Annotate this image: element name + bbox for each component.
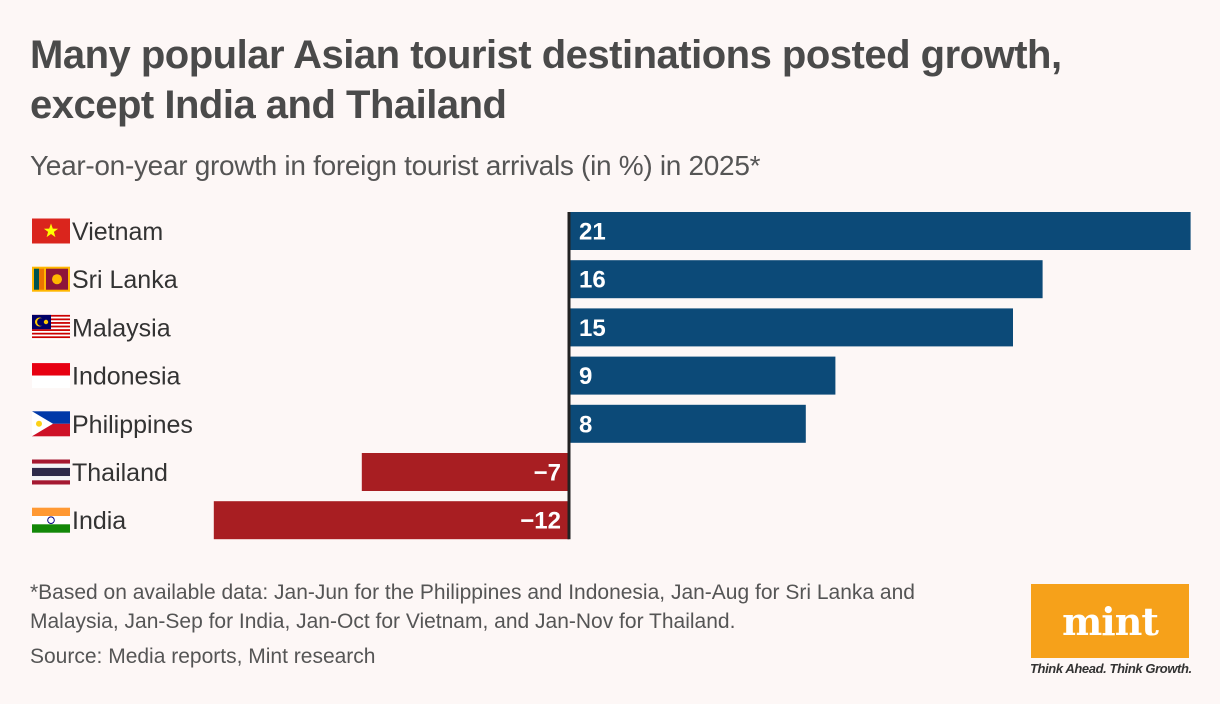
- category-label: Malaysia: [72, 314, 171, 342]
- bar-indonesia: [569, 356, 836, 395]
- sri-lanka-flag-icon: [32, 266, 70, 292]
- category-label: Indonesia: [72, 363, 181, 391]
- chart-title: Many popular Asian tourist destinations …: [30, 33, 1062, 127]
- source-note: Source: Media reports, Mint research: [30, 645, 376, 668]
- logo-text: mint: [1062, 598, 1159, 644]
- category-label: Thailand: [72, 459, 168, 487]
- footnote: *Based on available data: Jan-Jun for th…: [30, 581, 915, 633]
- category-label: Sri Lanka: [72, 266, 178, 294]
- value-label: −12: [520, 508, 561, 535]
- thailand-flag-icon: [32, 459, 70, 485]
- india-flag-icon: [32, 507, 70, 533]
- value-label: 9: [579, 363, 592, 390]
- bar-thailand: [361, 453, 569, 491]
- malaysia-flag-icon: [32, 314, 70, 341]
- category-label: Vietnam: [72, 218, 163, 246]
- bar-chart: 21 Vietnam 16 Sri Lanka 15 Malaysia 9 Indonesia…: [32, 212, 1191, 540]
- bar-india: [213, 501, 570, 540]
- brand-tagline: Think Ahead. Think Growth.: [1030, 661, 1192, 676]
- category-label: Philippines: [72, 411, 193, 439]
- mint-logo: mint: [1031, 584, 1189, 658]
- chart-subtitle: Year-on-year growth in foreign tourist a…: [30, 150, 761, 181]
- bar-malaysia: [569, 308, 1013, 347]
- value-label: 21: [579, 219, 606, 246]
- value-label: 15: [579, 315, 606, 342]
- indonesia-flag-icon: [32, 363, 70, 389]
- bar-vietnam: [569, 212, 1191, 250]
- philippines-flag-icon: [32, 411, 70, 437]
- category-label: India: [72, 507, 126, 535]
- value-label: 8: [579, 411, 592, 438]
- value-label: 16: [579, 267, 606, 294]
- bar-philippines: [569, 404, 806, 443]
- vietnam-flag-icon: [32, 218, 70, 244]
- value-label: −7: [534, 460, 561, 487]
- bar-sri-lanka: [569, 260, 1043, 299]
